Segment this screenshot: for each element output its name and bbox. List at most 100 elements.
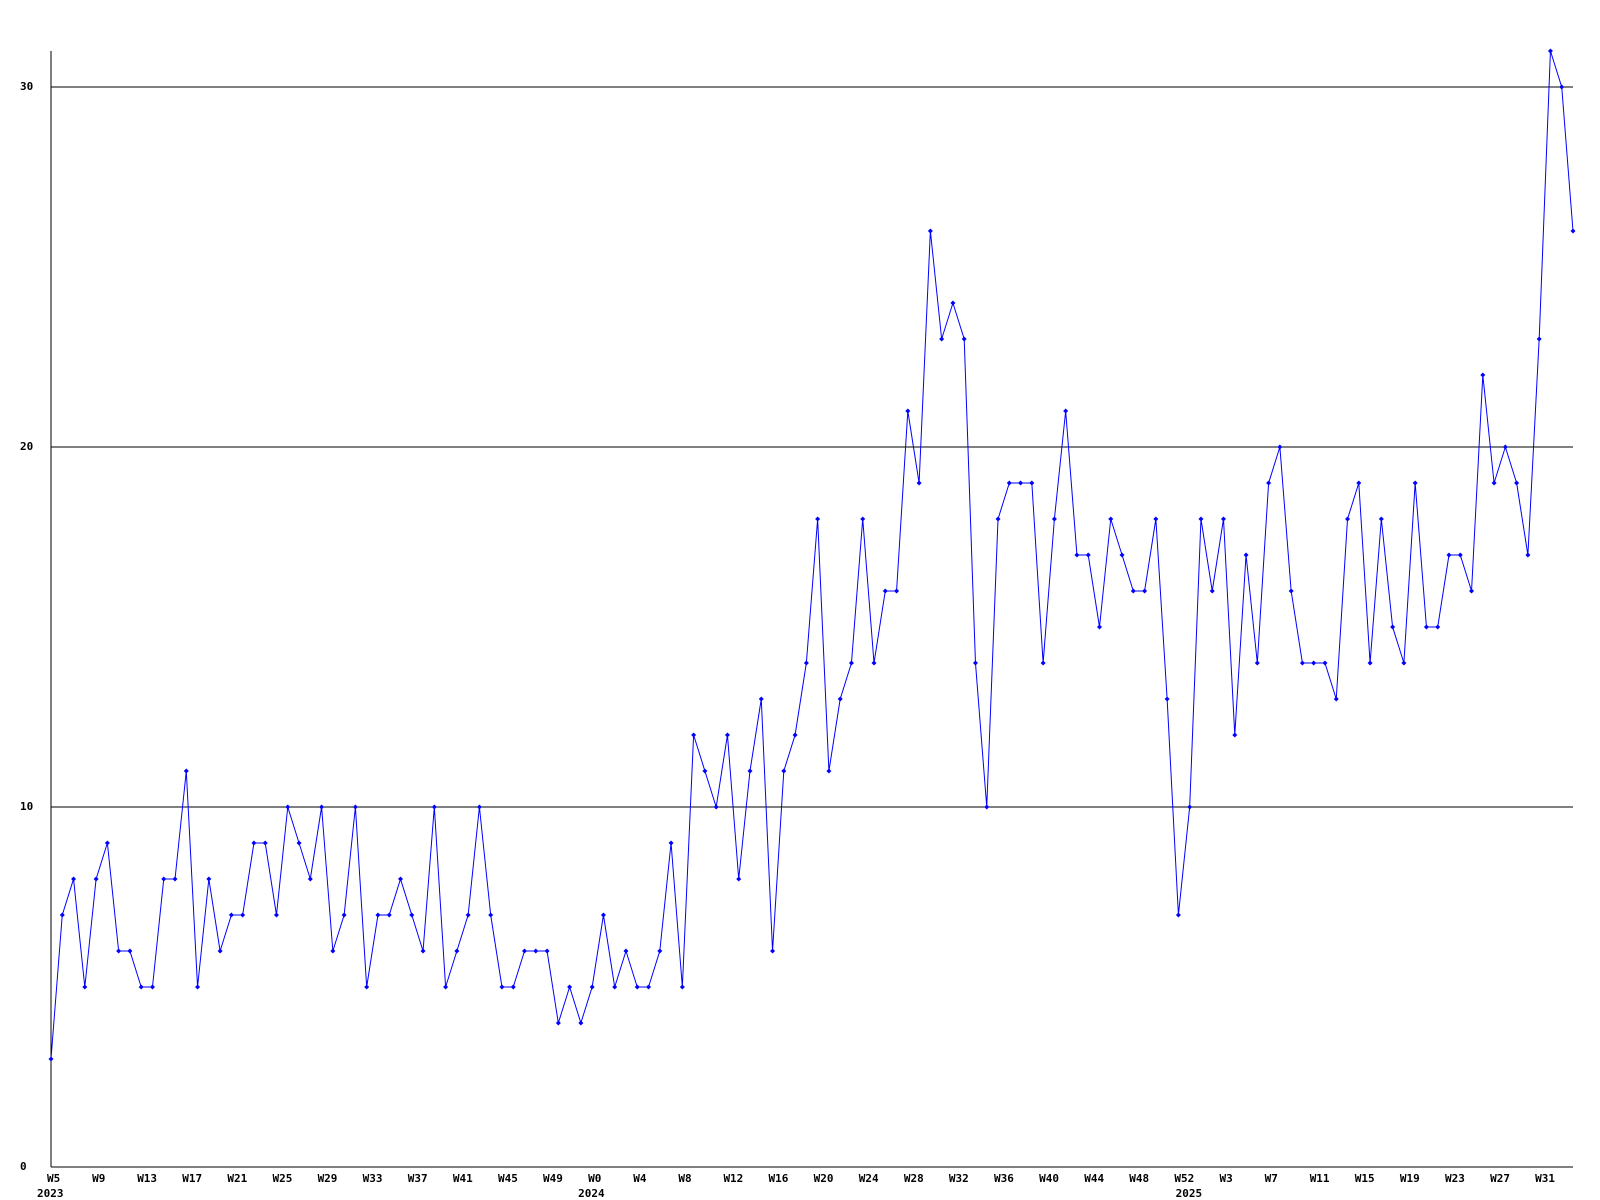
x-tick-label: W17	[182, 1172, 202, 1185]
data-point	[1108, 516, 1114, 522]
x-tick-label: W52	[1174, 1172, 1194, 1185]
x-tick-label: W16	[769, 1172, 789, 1185]
y-tick-label: 30	[20, 80, 33, 93]
x-tick-label: W20	[814, 1172, 834, 1185]
data-point	[713, 804, 719, 810]
data-point	[352, 804, 358, 810]
x-tick-label: W11	[1310, 1172, 1330, 1185]
x-tick-label: W28	[904, 1172, 924, 1185]
data-point	[397, 876, 403, 882]
x-tick-label: W48	[1129, 1172, 1149, 1185]
data-point	[1018, 480, 1024, 486]
data-point	[792, 732, 798, 738]
data-point	[217, 948, 223, 954]
data-point	[995, 516, 1001, 522]
data-point	[533, 948, 539, 954]
data-point	[1006, 480, 1012, 486]
data-point	[1266, 480, 1272, 486]
data-point	[443, 984, 449, 990]
data-point	[1435, 624, 1441, 630]
data-point	[319, 804, 325, 810]
data-point	[149, 984, 155, 990]
data-point	[1412, 480, 1418, 486]
data-point	[93, 876, 99, 882]
data-point	[240, 912, 246, 918]
data-point	[578, 1020, 584, 1026]
data-point	[1401, 660, 1407, 666]
data-point	[1085, 552, 1091, 558]
data-point	[454, 948, 460, 954]
data-point	[1299, 660, 1305, 666]
x-tick-label: W3	[1220, 1172, 1233, 1185]
x-tick-label: W27	[1490, 1172, 1510, 1185]
data-point	[815, 516, 821, 522]
data-point	[612, 984, 618, 990]
data-point	[1423, 624, 1429, 630]
data-point	[341, 912, 347, 918]
data-point	[1254, 660, 1260, 666]
data-point	[1311, 660, 1317, 666]
data-point	[1175, 912, 1181, 918]
data-point	[555, 1020, 561, 1026]
data-point	[950, 300, 956, 306]
data-point	[1333, 696, 1339, 702]
data-point	[736, 876, 742, 882]
data-point	[195, 984, 201, 990]
data-point	[386, 912, 392, 918]
data-point	[927, 228, 933, 234]
data-point	[1390, 624, 1396, 630]
data-point	[59, 912, 65, 918]
data-point	[1063, 408, 1069, 414]
data-point	[1074, 552, 1080, 558]
x-tick-label: W23	[1445, 1172, 1465, 1185]
data-point	[871, 660, 877, 666]
data-point	[1243, 552, 1249, 558]
data-point	[1502, 444, 1508, 450]
data-point	[375, 912, 381, 918]
data-point	[544, 948, 550, 954]
data-point	[172, 876, 178, 882]
x-tick-label: W24	[859, 1172, 879, 1185]
data-point	[837, 696, 843, 702]
x-tick-label: W0	[588, 1172, 601, 1185]
x-tick-label: W15	[1355, 1172, 1375, 1185]
data-point	[364, 984, 370, 990]
data-point	[747, 768, 753, 774]
data-point	[770, 948, 776, 954]
data-point	[465, 912, 471, 918]
data-point	[1491, 480, 1497, 486]
data-point	[409, 912, 415, 918]
data-point	[183, 768, 189, 774]
data-point	[882, 588, 888, 594]
data-point	[600, 912, 606, 918]
data-point	[1322, 660, 1328, 666]
x-tick-label: W25	[272, 1172, 292, 1185]
data-point	[1209, 588, 1215, 594]
data-point	[657, 948, 663, 954]
data-point	[1130, 588, 1136, 594]
data-point	[1345, 516, 1351, 522]
data-point	[1096, 624, 1102, 630]
data-point	[330, 948, 336, 954]
data-point	[803, 660, 809, 666]
x-tick-label: W49	[543, 1172, 563, 1185]
x-tick-label: W31	[1535, 1172, 1555, 1185]
y-tick-label: 0	[20, 1160, 27, 1173]
data-point	[71, 876, 77, 882]
data-point	[522, 948, 528, 954]
data-point	[1232, 732, 1238, 738]
data-point	[939, 336, 945, 342]
data-point	[1277, 444, 1283, 450]
data-point	[1040, 660, 1046, 666]
data-point	[296, 840, 302, 846]
data-point	[420, 948, 426, 954]
x-tick-label: W41	[453, 1172, 473, 1185]
data-point	[206, 876, 212, 882]
data-point	[307, 876, 313, 882]
data-point	[161, 876, 167, 882]
data-point	[623, 948, 629, 954]
x-tick-label: W9	[92, 1172, 105, 1185]
data-point	[1164, 696, 1170, 702]
data-point	[273, 912, 279, 918]
